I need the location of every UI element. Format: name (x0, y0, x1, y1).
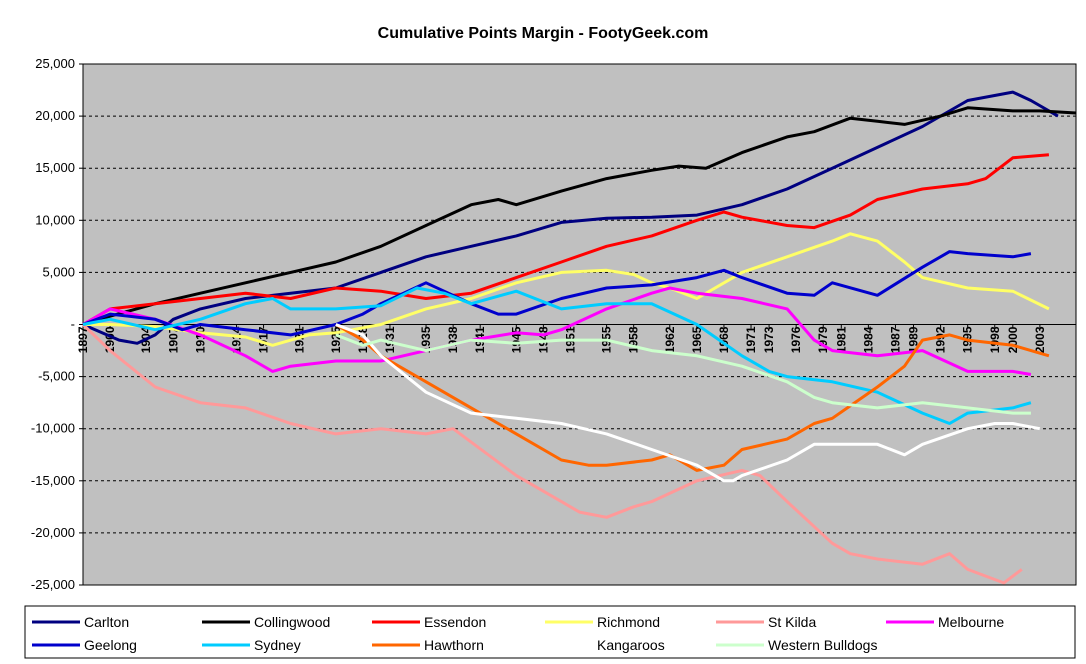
x-tick-label: 1938 (446, 326, 460, 353)
series-line-richmond (83, 232, 1050, 347)
legend-label: Western Bulldogs (768, 637, 877, 653)
y-tick-label: -20,000 (31, 525, 75, 540)
legend-label: St Kilda (768, 614, 816, 630)
legend-box (24, 605, 1076, 659)
x-tick-label: 1907 (166, 326, 180, 353)
series-line-western-bulldogs (335, 333, 1031, 415)
legend-label: Kangaroos (597, 637, 665, 653)
x-tick-label: 1992 (934, 326, 948, 353)
y-tick-label: - (71, 317, 75, 332)
y-tick-label: 10,000 (35, 212, 75, 227)
series-line-essendon (82, 153, 1050, 326)
y-tick-label: 15,000 (35, 160, 75, 175)
x-tick-label: 1931 (383, 326, 397, 353)
chart-title: Cumulative Points Margin - FootyGeek.com (378, 25, 709, 42)
legend-label: Hawthorn (424, 637, 484, 653)
x-tick-label: 1989 (907, 326, 921, 353)
legend-label: Sydney (254, 637, 301, 653)
x-tick-label: 2000 (1006, 326, 1020, 353)
y-tick-label: -5,000 (38, 369, 75, 384)
series-line-kangaroos (335, 323, 1041, 483)
x-tick-label: 1910 (193, 326, 207, 353)
x-tick-label: 1958 (627, 326, 641, 353)
x-tick-label: 1987 (888, 326, 902, 353)
series-line-sydney (82, 286, 1032, 425)
x-tick-label: 1998 (988, 326, 1002, 353)
x-tick-label: 1914 (229, 326, 243, 353)
legend-label: Essendon (424, 614, 486, 630)
legend-label: Geelong (84, 637, 137, 653)
y-tick-label: -25,000 (31, 577, 75, 592)
x-tick-label: 1945 (509, 326, 523, 353)
series-line-st-kilda (81, 323, 1023, 585)
x-tick-label: 1925 (329, 326, 343, 353)
y-tick-label: 5,000 (42, 264, 75, 279)
legend-label: Melbourne (938, 614, 1004, 630)
y-tick-label: -15,000 (31, 473, 75, 488)
x-tick-label: 1897 (76, 326, 90, 353)
x-tick-label: 1981 (834, 326, 848, 353)
series-line-collingwood (82, 106, 1077, 326)
x-tick-label: 1976 (789, 326, 803, 353)
series-line-carlton (82, 90, 1059, 345)
y-tick-label: -10,000 (31, 421, 75, 436)
y-tick-label: 20,000 (35, 108, 75, 123)
series-lines (81, 90, 1077, 585)
x-tick-label: 1962 (663, 326, 677, 353)
x-tick-label: 1973 (762, 326, 776, 353)
y-tick-label: 25,000 (35, 56, 75, 71)
x-tick-label: 1984 (861, 326, 875, 353)
x-tick-label: 2003 (1033, 326, 1047, 353)
series-line-melbourne (82, 286, 1032, 376)
legend-label: Richmond (597, 614, 660, 630)
x-tick-label: 1935 (419, 326, 433, 353)
series-line-hawthorn (335, 323, 1050, 472)
legend: Carlton Collingwood Essendon Richmond St Kil… (24, 605, 1076, 659)
axes: 25,000 20,000 15,000 10,000 5,000 - -5,000 -10,… (31, 56, 1077, 592)
x-tick-label: 1965 (690, 326, 704, 353)
legend-label: Collingwood (254, 614, 330, 630)
x-tick-label: 1971 (744, 326, 758, 353)
series-line-geelong (82, 250, 1032, 337)
legend-label: Carlton (84, 614, 129, 630)
